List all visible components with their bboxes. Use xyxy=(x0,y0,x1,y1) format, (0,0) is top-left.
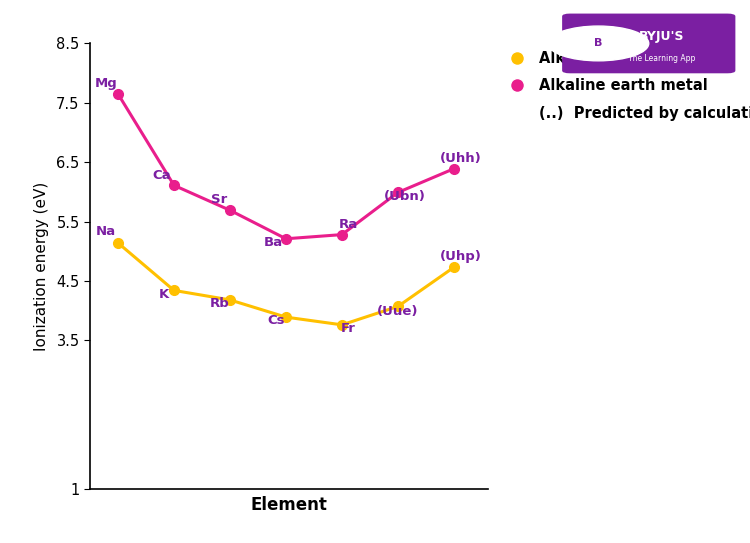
Text: (Uue): (Uue) xyxy=(377,305,419,318)
Text: Ra: Ra xyxy=(339,218,358,231)
Text: BYJU'S: BYJU'S xyxy=(638,30,684,43)
Text: Cs: Cs xyxy=(267,314,284,327)
Text: Na: Na xyxy=(95,225,116,238)
Legend: Alkali metal, Alkaline earth metal, (..)  Predicted by calculation: Alkali metal, Alkaline earth metal, (..)… xyxy=(503,50,750,121)
Text: Sr: Sr xyxy=(211,193,227,206)
X-axis label: Element: Element xyxy=(251,496,327,514)
Text: The Learning App: The Learning App xyxy=(628,54,695,63)
Text: Fr: Fr xyxy=(341,322,356,335)
Y-axis label: Ionization energy (eV): Ionization energy (eV) xyxy=(34,181,50,351)
Circle shape xyxy=(548,26,649,61)
Text: B: B xyxy=(594,39,602,48)
Text: Rb: Rb xyxy=(210,297,230,310)
Text: K: K xyxy=(159,287,169,300)
Text: Mg: Mg xyxy=(94,77,117,90)
Text: (Uhp): (Uhp) xyxy=(440,250,482,263)
Text: (Ubn): (Ubn) xyxy=(384,190,425,203)
Text: Ba: Ba xyxy=(264,236,284,249)
Text: Ca: Ca xyxy=(152,169,171,182)
FancyBboxPatch shape xyxy=(562,14,735,73)
Text: (Uhh): (Uhh) xyxy=(440,151,482,165)
